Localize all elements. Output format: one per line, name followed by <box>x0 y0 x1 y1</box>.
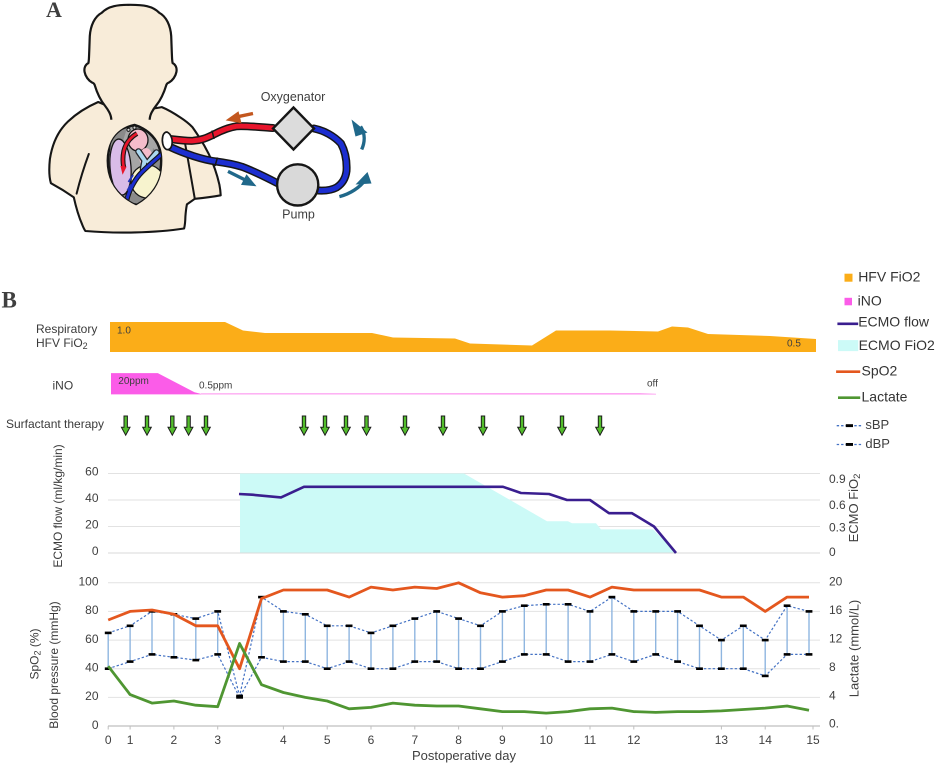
svg-text:0.3: 0.3 <box>829 521 846 535</box>
svg-text:6: 6 <box>368 733 375 747</box>
svg-text:ECMO FiO2: ECMO FiO2 <box>846 474 863 543</box>
svg-text:2: 2 <box>171 733 178 747</box>
svg-text:ECMO flow (ml/kg/min): ECMO flow (ml/kg/min) <box>51 444 65 567</box>
svg-text:Lactate (mmol/L): Lactate (mmol/L) <box>847 600 862 698</box>
svg-text:12: 12 <box>627 733 641 747</box>
svg-text:1: 1 <box>127 733 134 747</box>
svg-text:4: 4 <box>829 688 836 702</box>
svg-text:SpO2: SpO2 <box>862 363 898 379</box>
svg-text:ECMO flow: ECMO flow <box>858 314 930 330</box>
svg-text:13: 13 <box>715 733 729 747</box>
svg-text:iNO: iNO <box>858 293 882 309</box>
svg-text:8: 8 <box>829 660 836 674</box>
svg-text:4: 4 <box>280 733 287 747</box>
svg-text:20: 20 <box>829 575 843 589</box>
svg-text:HFV FiO2: HFV FiO2 <box>36 336 88 351</box>
svg-text:60: 60 <box>85 465 99 479</box>
svg-text:0.9: 0.9 <box>829 472 846 486</box>
svg-text:0.: 0. <box>829 717 839 731</box>
svg-text:80: 80 <box>85 603 99 617</box>
svg-text:40: 40 <box>85 491 99 505</box>
svg-text:20: 20 <box>85 518 99 532</box>
svg-text:HFV FiO2: HFV FiO2 <box>858 269 920 285</box>
svg-text:Respiratory: Respiratory <box>36 322 97 336</box>
svg-text:0.5ppm: 0.5ppm <box>199 381 232 392</box>
svg-text:20: 20 <box>85 689 99 703</box>
svg-text:5: 5 <box>324 733 331 747</box>
svg-text:0.5: 0.5 <box>787 339 801 350</box>
svg-text:iNO: iNO <box>53 379 74 393</box>
svg-text:9: 9 <box>499 733 506 747</box>
svg-text:Oxygenator: Oxygenator <box>261 90 326 104</box>
svg-text:B: B <box>2 288 17 313</box>
svg-text:3: 3 <box>214 733 221 747</box>
svg-text:SpO2 (%): SpO2 (%) <box>28 628 43 679</box>
svg-text:0: 0 <box>92 544 99 558</box>
svg-text:0: 0 <box>829 545 836 559</box>
svg-text:Postoperative day: Postoperative day <box>412 748 517 763</box>
svg-text:0.6: 0.6 <box>829 498 846 512</box>
svg-text:8: 8 <box>455 733 462 747</box>
svg-text:100: 100 <box>78 575 98 589</box>
svg-text:7: 7 <box>411 733 418 747</box>
svg-text:1.0: 1.0 <box>117 326 131 337</box>
svg-text:10: 10 <box>540 733 554 747</box>
svg-text:ECMO FiO2: ECMO FiO2 <box>859 337 935 353</box>
svg-text:12: 12 <box>829 632 843 646</box>
svg-text:A: A <box>46 0 62 22</box>
svg-text:Surfactant therapy: Surfactant therapy <box>6 417 104 431</box>
svg-text:Lactate: Lactate <box>862 389 908 405</box>
svg-text:60: 60 <box>85 632 99 646</box>
svg-text:20ppm: 20ppm <box>118 376 149 387</box>
svg-text:11: 11 <box>584 733 597 747</box>
svg-text:sBP: sBP <box>865 417 889 432</box>
svg-text:Blood pressure (mmHg): Blood pressure (mmHg) <box>47 601 61 728</box>
svg-text:14: 14 <box>759 733 773 747</box>
svg-text:0: 0 <box>92 718 99 732</box>
svg-text:0: 0 <box>105 733 112 747</box>
svg-text:16: 16 <box>829 603 843 617</box>
svg-text:15: 15 <box>806 733 820 747</box>
svg-text:dBP: dBP <box>865 436 890 451</box>
svg-text:40: 40 <box>85 661 99 675</box>
svg-text:Pump: Pump <box>282 208 315 222</box>
svg-text:off: off <box>647 379 658 390</box>
